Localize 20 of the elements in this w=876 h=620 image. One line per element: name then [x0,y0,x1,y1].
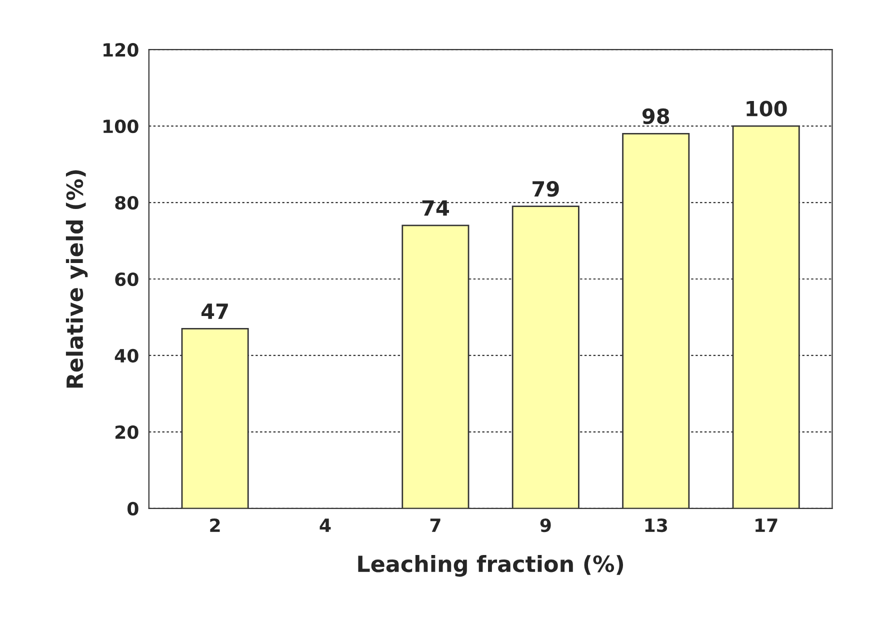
x-tick-label: 9 [540,518,551,532]
data-label: 79 [532,181,559,197]
data-label: 100 [746,100,787,116]
x-tick-label: 7 [430,518,440,532]
y-tick-label: 60 [115,272,138,286]
y-tick-label: 20 [116,425,138,440]
data-label: 74 [422,200,449,216]
x-tick-label: 17 [756,518,778,532]
y-tick-label: 100 [104,120,138,134]
x-axis-title: Leaching fraction (%) [358,555,624,577]
y-tick-label: 0 [128,502,138,516]
y-axis-title: Relative yield (%) [66,170,88,388]
x-tick-label: 2 [210,518,220,532]
x-tick-label: 4 [320,518,331,532]
y-tick-label: 40 [114,348,138,363]
x-tick-label: 13 [645,518,667,532]
y-tick-label: 80 [115,196,138,210]
data-label: 98 [642,108,670,124]
y-tick-label: 120 [104,43,138,57]
data-label: 47 [201,304,228,319]
